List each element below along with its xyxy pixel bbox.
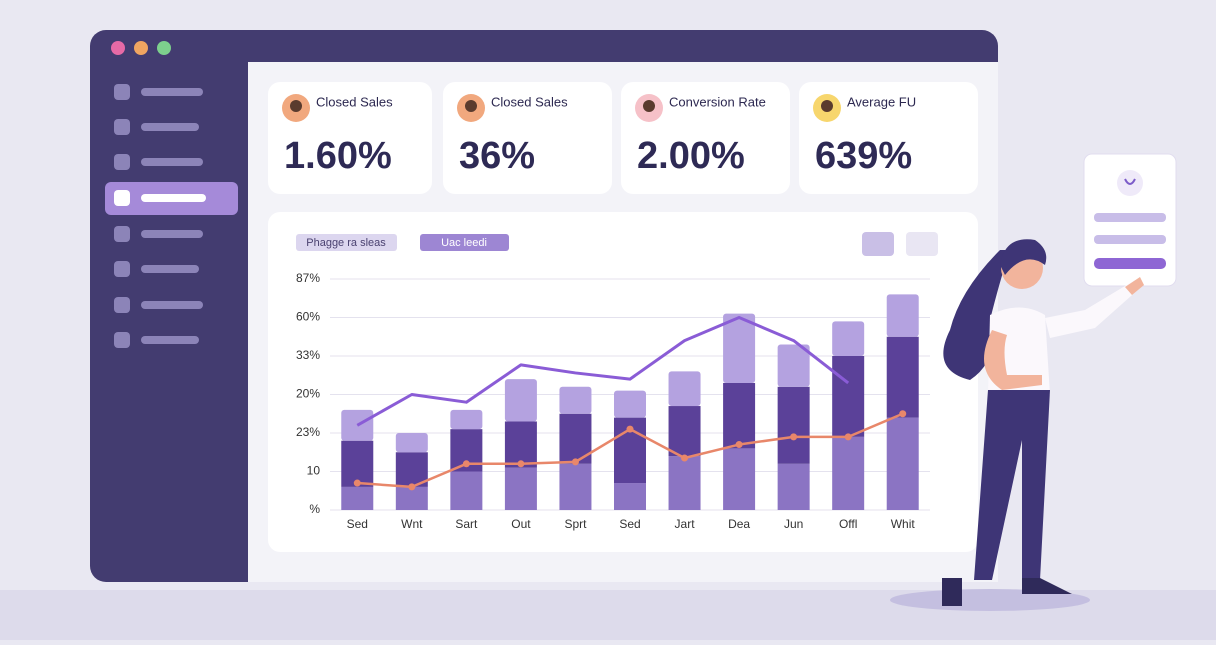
nav-icon[interactable] — [114, 332, 130, 348]
nav-icon[interactable] — [114, 190, 130, 206]
card-line — [1094, 213, 1166, 222]
nav-icon[interactable] — [114, 84, 130, 100]
card-line — [1094, 235, 1166, 244]
bar-segment — [614, 483, 646, 510]
bar-segment — [450, 409, 483, 430]
x-tick-label: Sprt — [564, 517, 587, 531]
bar-segment — [559, 386, 592, 414]
nav-label — [141, 265, 199, 273]
y-tick-label: 87% — [296, 271, 320, 285]
bar-segment — [395, 433, 428, 453]
legend-label: Uac leedi — [441, 237, 487, 249]
bar-segment — [504, 379, 537, 422]
bar-segment — [723, 382, 756, 449]
bar-segment — [832, 321, 865, 356]
bar-segment — [395, 486, 428, 510]
nav-label — [141, 123, 199, 131]
bar-segment — [777, 344, 810, 387]
sidebar — [105, 84, 238, 348]
kpi-card — [443, 82, 612, 194]
bar-segment — [832, 436, 865, 510]
bar-segment — [723, 313, 756, 383]
avatar-face — [465, 100, 477, 112]
bar-segment — [504, 421, 537, 468]
bar-segment — [777, 386, 810, 464]
legend-button[interactable] — [420, 234, 509, 251]
bar-segment — [886, 336, 919, 418]
chart: % 10 23% 20% 33% 60% 87% Sed Wnt Sart Out Sprt Sed Ja… — [296, 271, 930, 531]
bar-segment — [886, 294, 919, 337]
x-tick-label: Jart — [675, 517, 696, 531]
bar-segment — [777, 463, 810, 510]
kpi-card — [799, 82, 978, 194]
avatar-face — [821, 100, 833, 112]
kpi-value: 639% — [815, 135, 912, 177]
bar-segment — [723, 448, 756, 510]
nav-label — [141, 194, 206, 202]
x-tick-label: Whit — [891, 517, 916, 531]
bar-segment — [504, 467, 537, 510]
bar-segment — [341, 486, 374, 510]
bar-segment — [341, 440, 374, 487]
kpi-cards: Closed Sales 1.60% Closed Sales 36% Conversi… — [268, 82, 978, 194]
y-tick-label: 23% — [296, 425, 320, 439]
x-tick-label: Jun — [784, 517, 803, 531]
toolbar-button[interactable] — [862, 232, 894, 256]
person-illustration — [890, 239, 1144, 611]
x-tick-label: Sart — [455, 517, 478, 531]
x-tick-label: Out — [511, 517, 531, 531]
trend-line — [356, 316, 850, 427]
x-tick-label: Offl — [839, 517, 857, 531]
kpi-value: 1.60% — [284, 135, 392, 177]
window-dot — [111, 41, 125, 55]
bar-segment — [559, 463, 592, 510]
nav-icon[interactable] — [114, 154, 130, 170]
legend-label: Phagge ra sleas — [306, 237, 386, 249]
window-dot — [157, 41, 171, 55]
window-dot — [134, 41, 148, 55]
bar-segment — [886, 417, 919, 510]
nav-icon[interactable] — [114, 119, 130, 135]
y-tick-label: % — [309, 502, 320, 516]
nav-label — [141, 336, 199, 344]
bar-segment — [450, 471, 483, 510]
kpi-value: 2.00% — [637, 135, 745, 177]
nav-icon[interactable] — [114, 226, 130, 242]
card-line — [1094, 258, 1166, 269]
x-tick-label: Dea — [728, 517, 750, 531]
x-tick-label: Wnt — [401, 517, 423, 531]
toolbar-button[interactable] — [906, 232, 938, 256]
trend-line — [357, 412, 904, 489]
y-tick-label: 33% — [296, 348, 320, 362]
kpi-label: Conversion Rate — [669, 94, 766, 109]
x-tick-label: Sed — [619, 517, 640, 531]
nav-label — [141, 301, 203, 309]
bar-segment — [832, 356, 865, 437]
nav-icon[interactable] — [114, 297, 130, 313]
kpi-label: Average FU — [847, 94, 916, 109]
bar-segment — [614, 390, 646, 418]
nav-label — [141, 230, 203, 238]
avatar-face — [643, 100, 655, 112]
kpi-label: Closed Sales — [491, 94, 568, 109]
legend-button[interactable] — [296, 234, 397, 251]
avatar-face — [290, 100, 302, 112]
kpi-label: Closed Sales — [316, 94, 393, 109]
y-tick-label: 20% — [296, 387, 320, 401]
nav-icon[interactable] — [114, 261, 130, 277]
bar-segment — [668, 456, 701, 510]
card-icon — [1124, 178, 1136, 185]
y-tick-label: 10 — [307, 464, 321, 478]
kpi-card — [621, 82, 790, 194]
bar-segment — [668, 406, 701, 457]
y-tick-label: 60% — [296, 310, 320, 324]
bar-segment — [668, 371, 701, 407]
kpi-value: 36% — [459, 135, 535, 177]
nav-label — [141, 158, 203, 166]
nav-label — [141, 88, 203, 96]
x-tick-label: Sed — [347, 517, 368, 531]
